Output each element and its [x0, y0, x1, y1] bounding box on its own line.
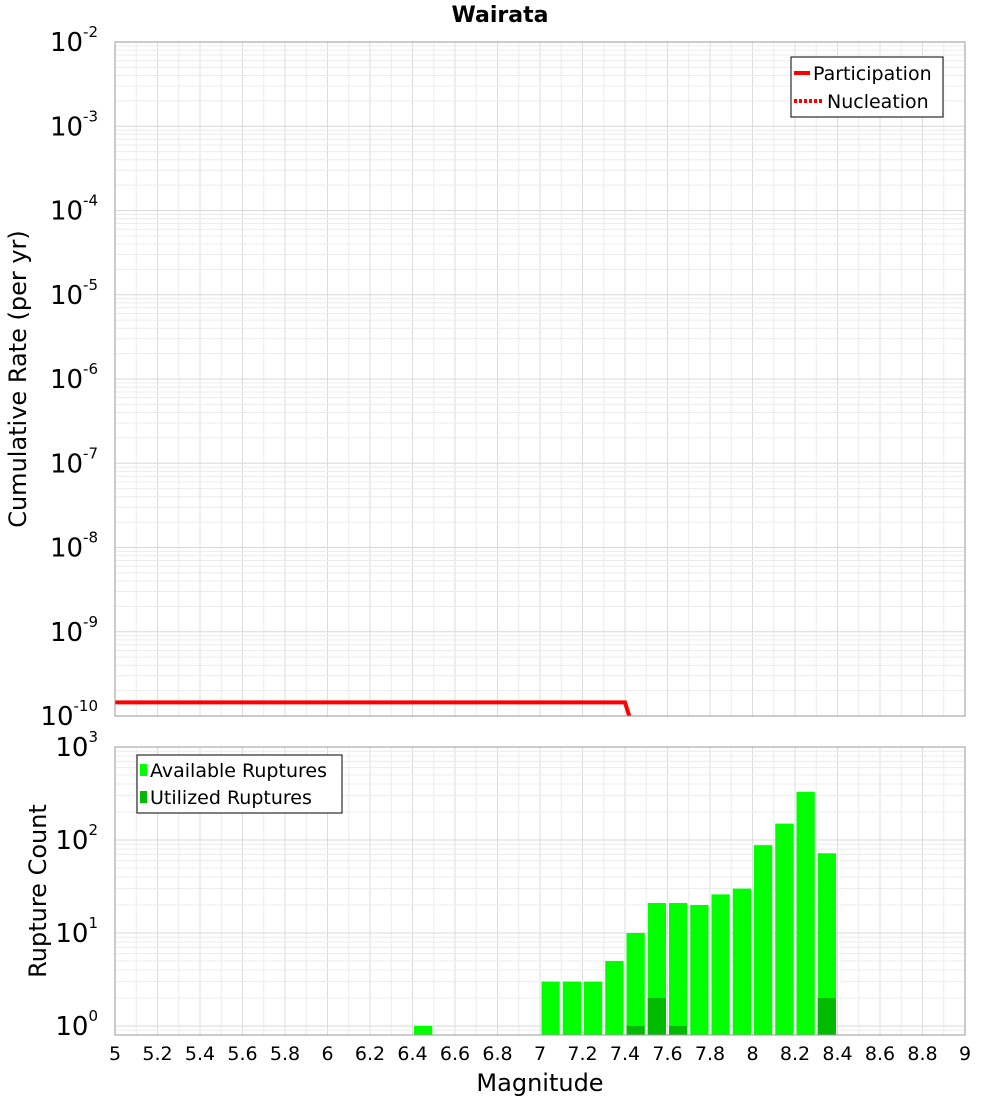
legend-available-swatch: [140, 764, 147, 776]
x-tick-label: 9: [959, 1043, 971, 1065]
rupture-legend: Available Ruptures Utilized Ruptures: [136, 754, 343, 814]
y-tick-label: 10-4: [50, 192, 98, 227]
y-tick-label: 10-3: [50, 107, 98, 142]
rupture-count-plot: 100 101 102 103 5 5.2 5.4 5.6 5.8 6 6.2 6.4 6.6 6.8 7…: [24, 728, 971, 1097]
x-tick-label: 8.4: [822, 1043, 852, 1065]
chart-title: Wairata: [452, 3, 549, 28]
rupture-bars: [414, 791, 836, 1035]
available-rupture-bar: [775, 823, 794, 1035]
x-tick-label: 7.4: [610, 1043, 640, 1065]
y-tick-label: 103: [55, 728, 98, 763]
legend-available-label: Available Ruptures: [150, 760, 327, 782]
x-tick-label: 5: [109, 1043, 121, 1065]
y-tick-label: 10-8: [50, 529, 98, 564]
y-tick-label: 102: [55, 821, 98, 856]
rate-plot-grid: [114, 42, 966, 717]
available-rupture-bar: [796, 791, 815, 1035]
x-tick-label: 6.6: [440, 1043, 470, 1065]
legend-utilized-label: Utilized Ruptures: [150, 787, 312, 809]
x-tick-label: 5.2: [142, 1043, 172, 1065]
x-tick-label: 8: [746, 1043, 758, 1065]
available-rupture-bar: [754, 845, 773, 1035]
x-tick-label: 8.6: [865, 1043, 895, 1065]
x-tick-label: 6: [321, 1043, 333, 1065]
available-rupture-bar: [817, 853, 836, 1035]
rate-y-tick-labels: 10-10 10-9 10-8 10-7 10-6 10-5 10-4 10-3 10-2: [40, 23, 98, 732]
legend-nucleation-label: Nucleation: [827, 91, 929, 113]
available-rupture-bar: [669, 903, 688, 1035]
x-tick-label: 6.4: [397, 1043, 427, 1065]
y-tick-label: 10-9: [50, 613, 98, 648]
x-tick-label: 5.8: [270, 1043, 300, 1065]
utilized-rupture-bar: [669, 1025, 688, 1035]
rupture-y-tick-labels: 100 101 102 103: [55, 728, 98, 1042]
y-tick-label: 10-6: [50, 360, 98, 395]
x-tick-label: 5.4: [185, 1043, 215, 1065]
rate-legend-box: [790, 56, 944, 118]
y-tick-label: 10-5: [50, 276, 98, 311]
x-tick-label: 7.2: [567, 1043, 597, 1065]
available-rupture-bar: [732, 888, 751, 1035]
available-rupture-bar: [414, 1025, 433, 1035]
legend-participation-label: Participation: [813, 63, 932, 85]
x-tick-label: 7: [534, 1043, 546, 1065]
magnitude-tick-labels: 5 5.2 5.4 5.6 5.8 6 6.2 6.4 6.6 6.8 7 7.2 7.4 7.6 7.8 8…: [109, 1043, 971, 1065]
x-tick-label: 7.6: [652, 1043, 682, 1065]
rupture-y-axis-label: Rupture Count: [24, 804, 52, 978]
x-tick-label: 7.8: [695, 1043, 725, 1065]
rupture-legend-box: [136, 754, 343, 814]
available-rupture-bar: [690, 904, 709, 1035]
rate-plot: 10-10 10-9 10-8 10-7 10-6 10-5 10-4 10-3 10-2 Cu…: [4, 23, 966, 732]
rupture-plot-frame: [114, 746, 966, 1036]
x-tick-label: 5.6: [227, 1043, 257, 1065]
available-rupture-bar: [584, 981, 603, 1035]
rate-legend: Participation Nucleation: [790, 56, 944, 118]
series-line-participation: [115, 700, 632, 717]
x-tick-label: 8.2: [780, 1043, 810, 1065]
available-rupture-bar: [562, 981, 581, 1035]
rate-plot-lines: [115, 700, 632, 717]
x-tick-label: 8.8: [907, 1043, 937, 1065]
y-tick-label: 10-2: [50, 23, 98, 58]
y-tick-label: 10-10: [40, 697, 98, 732]
utilized-rupture-bar: [626, 1025, 645, 1035]
available-rupture-bar: [605, 960, 624, 1035]
available-rupture-bar: [626, 932, 645, 1035]
rate-y-axis-label: Cumulative Rate (per yr): [4, 230, 32, 528]
x-tick-label: 6.2: [355, 1043, 385, 1065]
utilized-rupture-bar: [647, 997, 666, 1035]
y-tick-label: 101: [55, 914, 98, 949]
rate-plot-frame: [114, 41, 966, 717]
y-tick-label: 100: [55, 1007, 98, 1042]
utilized-rupture-bar: [817, 997, 836, 1035]
available-rupture-bar: [711, 894, 730, 1035]
available-rupture-bar: [541, 981, 560, 1035]
x-tick-label: 6.8: [482, 1043, 512, 1065]
y-tick-label: 10-7: [50, 444, 98, 479]
legend-utilized-swatch: [140, 791, 147, 803]
magnitude-axis-label: Magnitude: [476, 1069, 603, 1097]
